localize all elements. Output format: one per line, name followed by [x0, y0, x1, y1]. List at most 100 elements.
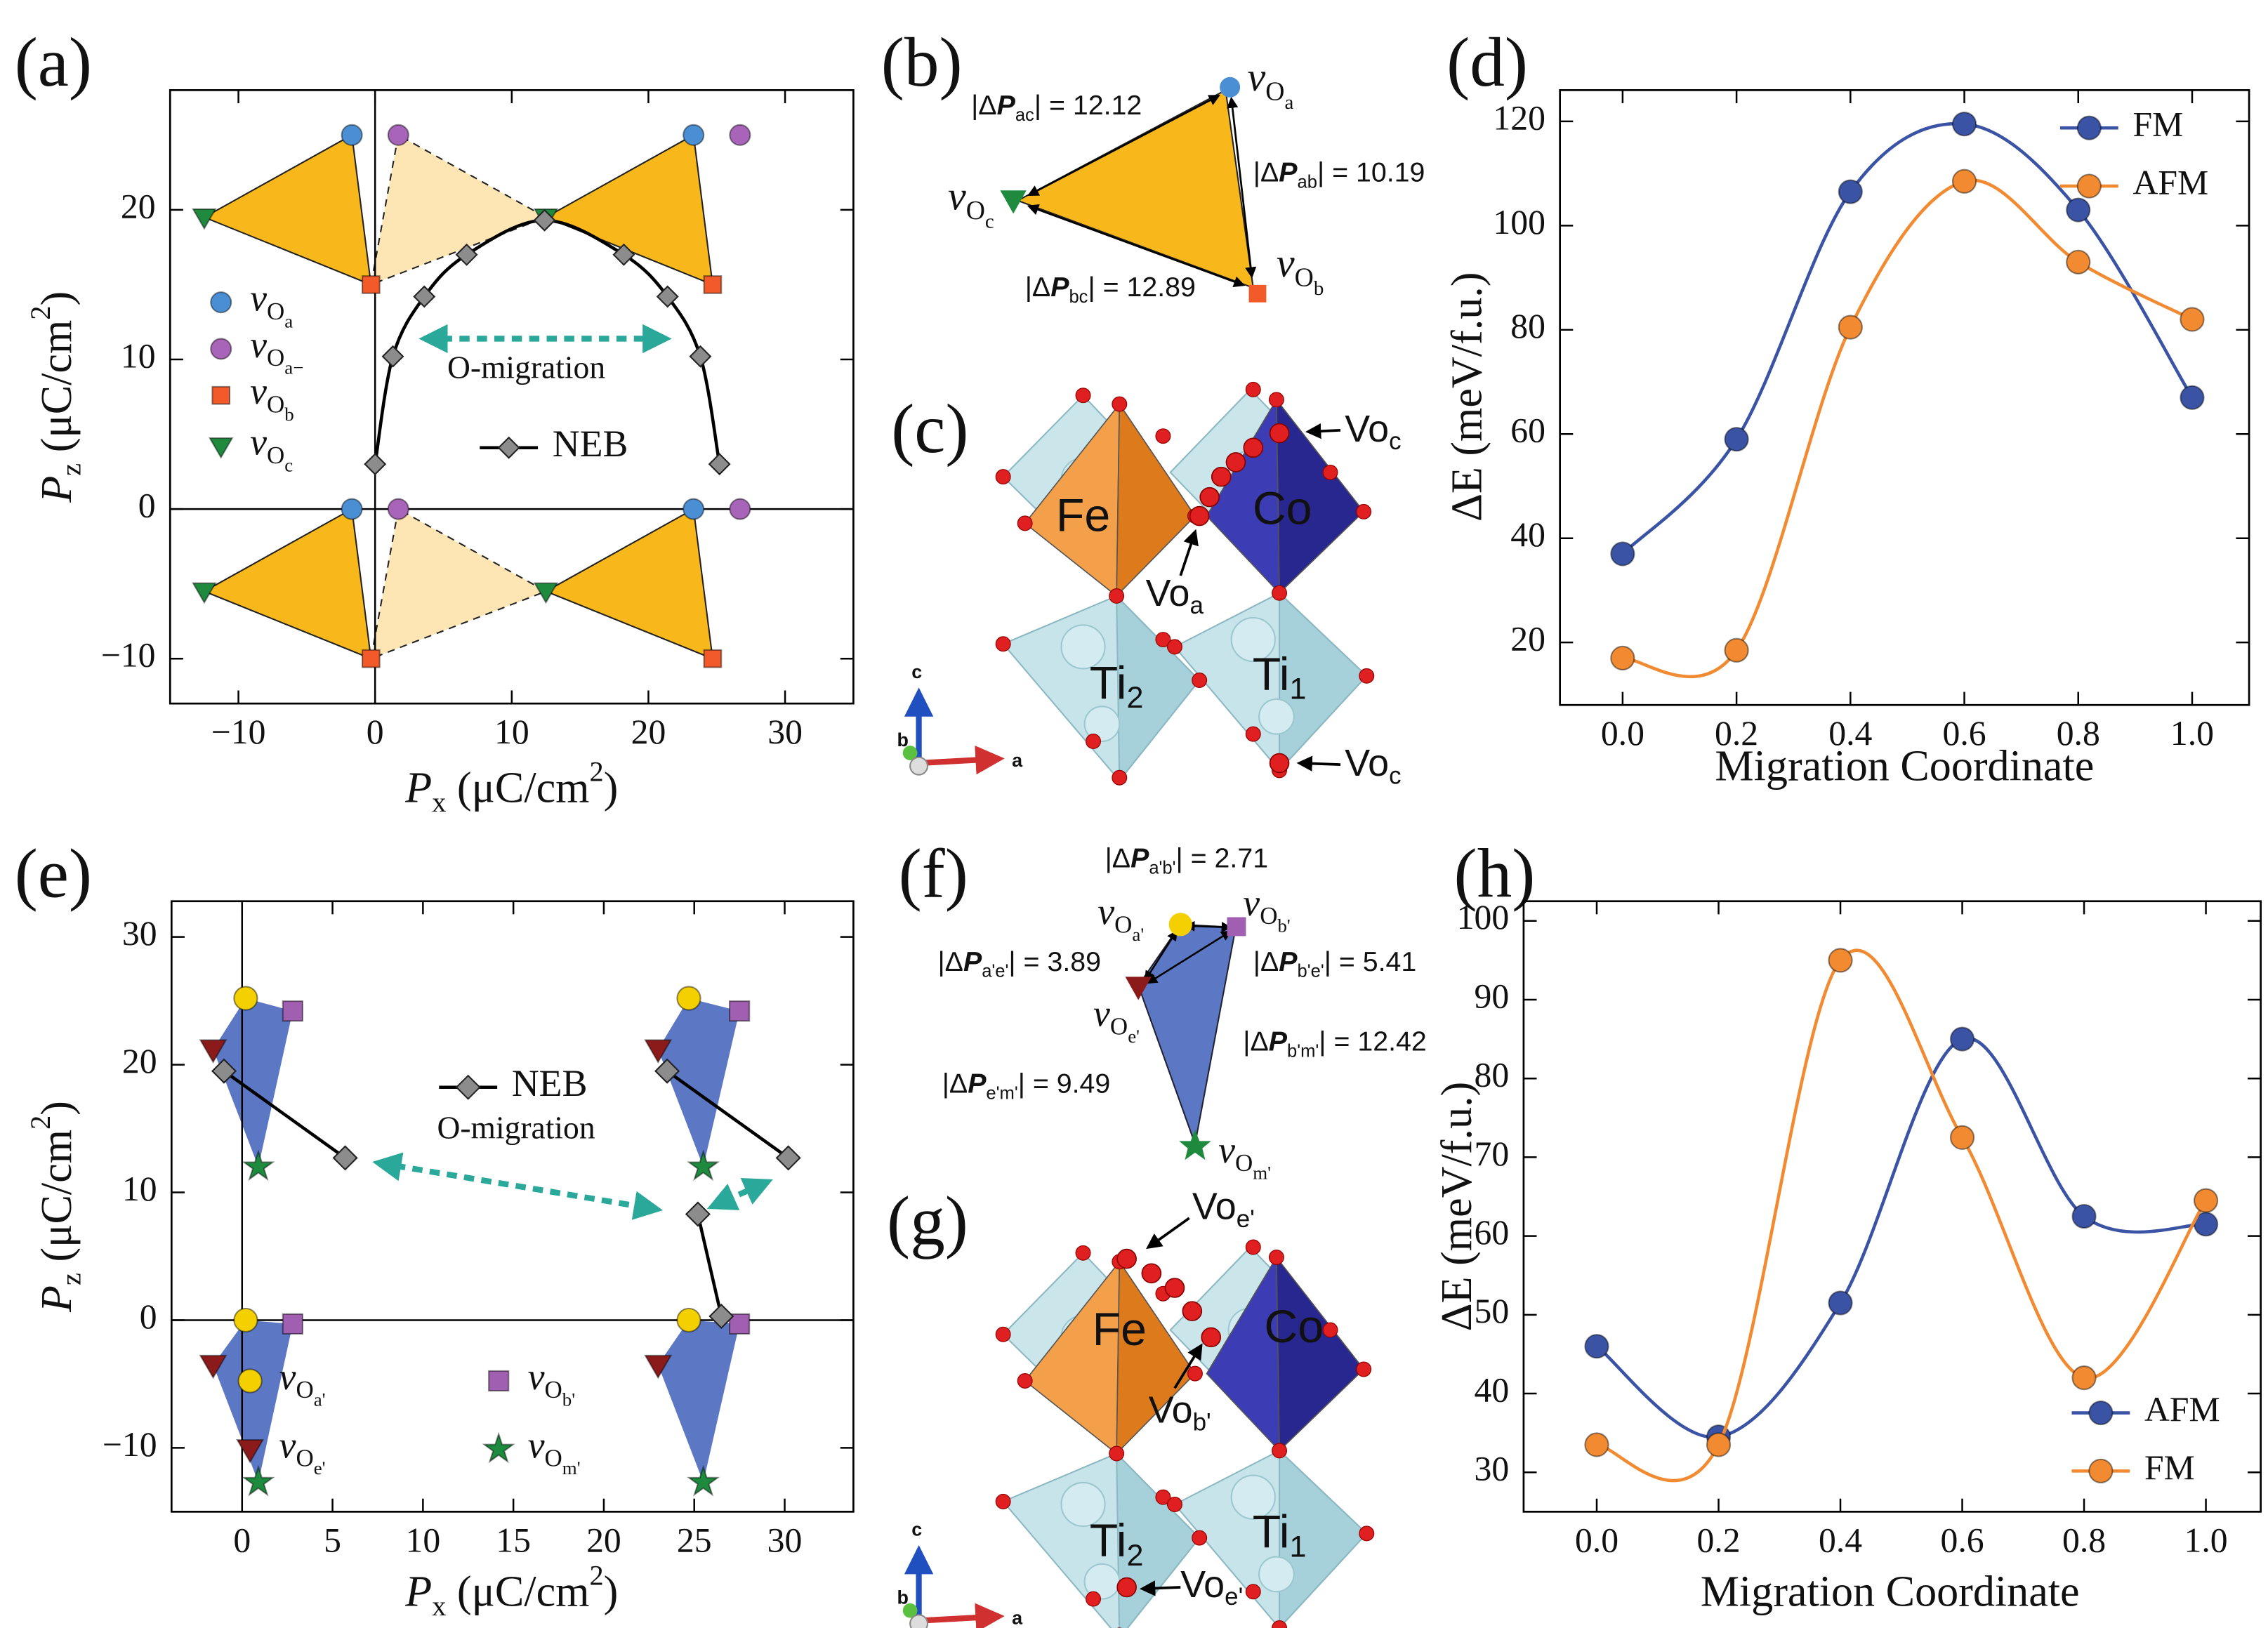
marker [242, 1149, 275, 1182]
y-tick-label: 10 [121, 336, 156, 375]
legend-label: vOe' [279, 1424, 326, 1478]
y-tick-label: 0 [140, 1297, 157, 1336]
y-tick-label: 90 [1475, 977, 1510, 1015]
panel-label: (d) [1446, 24, 1528, 101]
distance-label: |ΔPe'm'| = 9.49 [942, 1068, 1111, 1103]
pointer-arrow [1179, 529, 1199, 576]
axis-origin [909, 756, 929, 776]
vacancy-label: Voc [1345, 408, 1401, 455]
marker [644, 1039, 673, 1064]
marker [775, 1145, 801, 1171]
marker [703, 649, 723, 668]
marker [729, 498, 751, 520]
x-axis-label: Migration Coordinate [1701, 1568, 2080, 1616]
marker [533, 582, 559, 604]
atom-label: Fe [1056, 490, 1110, 542]
y-tick-label: 70 [1475, 1134, 1510, 1173]
vacancy-site [1141, 1263, 1162, 1284]
y-axis-label: ΔE (meV/f.u.) [1444, 272, 1491, 522]
marker [1584, 1334, 1609, 1359]
x-tick-label: 25 [677, 1521, 712, 1559]
point-label: vOc [948, 173, 994, 232]
marker [644, 1354, 673, 1379]
legend-marker [210, 338, 232, 360]
marker [1706, 1432, 1732, 1457]
marker [2180, 307, 2205, 332]
atom-label: Co [1264, 1301, 1324, 1353]
distance-label: |ΔPbc| = 12.89 [1025, 272, 1196, 306]
point-marker [1125, 977, 1152, 1000]
legend-label: AFM [2144, 1390, 2220, 1429]
oxygen-atom [1268, 1250, 1284, 1265]
oxygen-atom [1075, 1245, 1091, 1261]
marker [364, 453, 387, 476]
migration-arrow [706, 1177, 773, 1210]
marker [686, 1149, 720, 1182]
oxygen-atom [995, 636, 1011, 652]
panel-label: (g) [887, 1182, 968, 1259]
y-tick-label: 100 [1457, 898, 1510, 937]
oxygen-atom [1322, 464, 1338, 480]
marker [676, 1307, 701, 1333]
oxygen-atom [1155, 428, 1171, 444]
point-label: vOb [1277, 240, 1324, 299]
atom-label: Ti2 [1090, 657, 1144, 715]
x-tick-label: 0.6 [1942, 714, 1986, 753]
legend-marker [497, 436, 520, 459]
legend-marker [211, 385, 231, 405]
plot-frame [170, 900, 855, 1513]
plot-area [170, 90, 854, 704]
marker [1838, 179, 1863, 204]
x-tick-label: 0.2 [1715, 714, 1758, 753]
x-tick-label: 0.6 [1940, 1521, 1984, 1559]
oxygen-atom [1155, 1489, 1171, 1505]
point-label: vOb' [1243, 882, 1290, 936]
marker [2193, 1188, 2219, 1213]
axis-b [902, 1603, 918, 1618]
y-tick-label: 40 [1475, 1370, 1510, 1409]
polygon [370, 508, 548, 660]
y-tick-label: 80 [1475, 1056, 1510, 1094]
point-label: vOa [1248, 54, 1294, 113]
oxygen-atom [1109, 1445, 1125, 1462]
distance-label: |ΔPa'e'| = 3.89 [937, 946, 1101, 981]
vacancy-label: Voe' [1180, 1563, 1243, 1610]
marker [192, 208, 217, 230]
atom-label: Co [1253, 482, 1312, 534]
axis-a [918, 745, 1005, 775]
legend-marker [2076, 173, 2102, 199]
oxygen-atom [1272, 1443, 1288, 1459]
y-tick-label: −10 [101, 636, 156, 675]
legend-label: vOb' [528, 1356, 575, 1410]
marker [2180, 385, 2205, 410]
legend-label: vOa− [250, 324, 303, 378]
oxygen-atom [1086, 734, 1101, 749]
marker [233, 1307, 258, 1333]
x-axis-label: Migration Coordinate [1715, 743, 2094, 790]
y-tick-label: 100 [1493, 203, 1545, 241]
oxygen-atom [1167, 639, 1182, 655]
series-line [1622, 178, 2194, 679]
plot-area [1584, 948, 2219, 1483]
ti-atom [1230, 616, 1276, 663]
y-tick-label: 20 [1510, 620, 1545, 659]
marker [1951, 112, 1977, 137]
y-tick-label: 80 [1510, 307, 1545, 345]
point-label: vOe' [1093, 993, 1140, 1047]
x-tick-label: 1.0 [2184, 1521, 2228, 1559]
distance-label: |ΔPb'e'| = 5.41 [1253, 946, 1417, 981]
panel-label: (a) [15, 24, 92, 101]
oxygen-atom [1356, 503, 1372, 519]
oxygen-atom [1109, 588, 1125, 604]
marker [676, 986, 701, 1011]
octahedron-face [1116, 402, 1196, 597]
oxygen-atom [1112, 396, 1128, 412]
marker [656, 285, 679, 308]
atom-label: Ti1 [1253, 1506, 1307, 1564]
x-tick-label: 0.0 [1601, 714, 1644, 753]
axis-letter: c [911, 1518, 922, 1540]
marker [1724, 637, 1749, 663]
octahedron-face [1279, 591, 1368, 773]
pointer-arrow [1173, 1343, 1203, 1389]
